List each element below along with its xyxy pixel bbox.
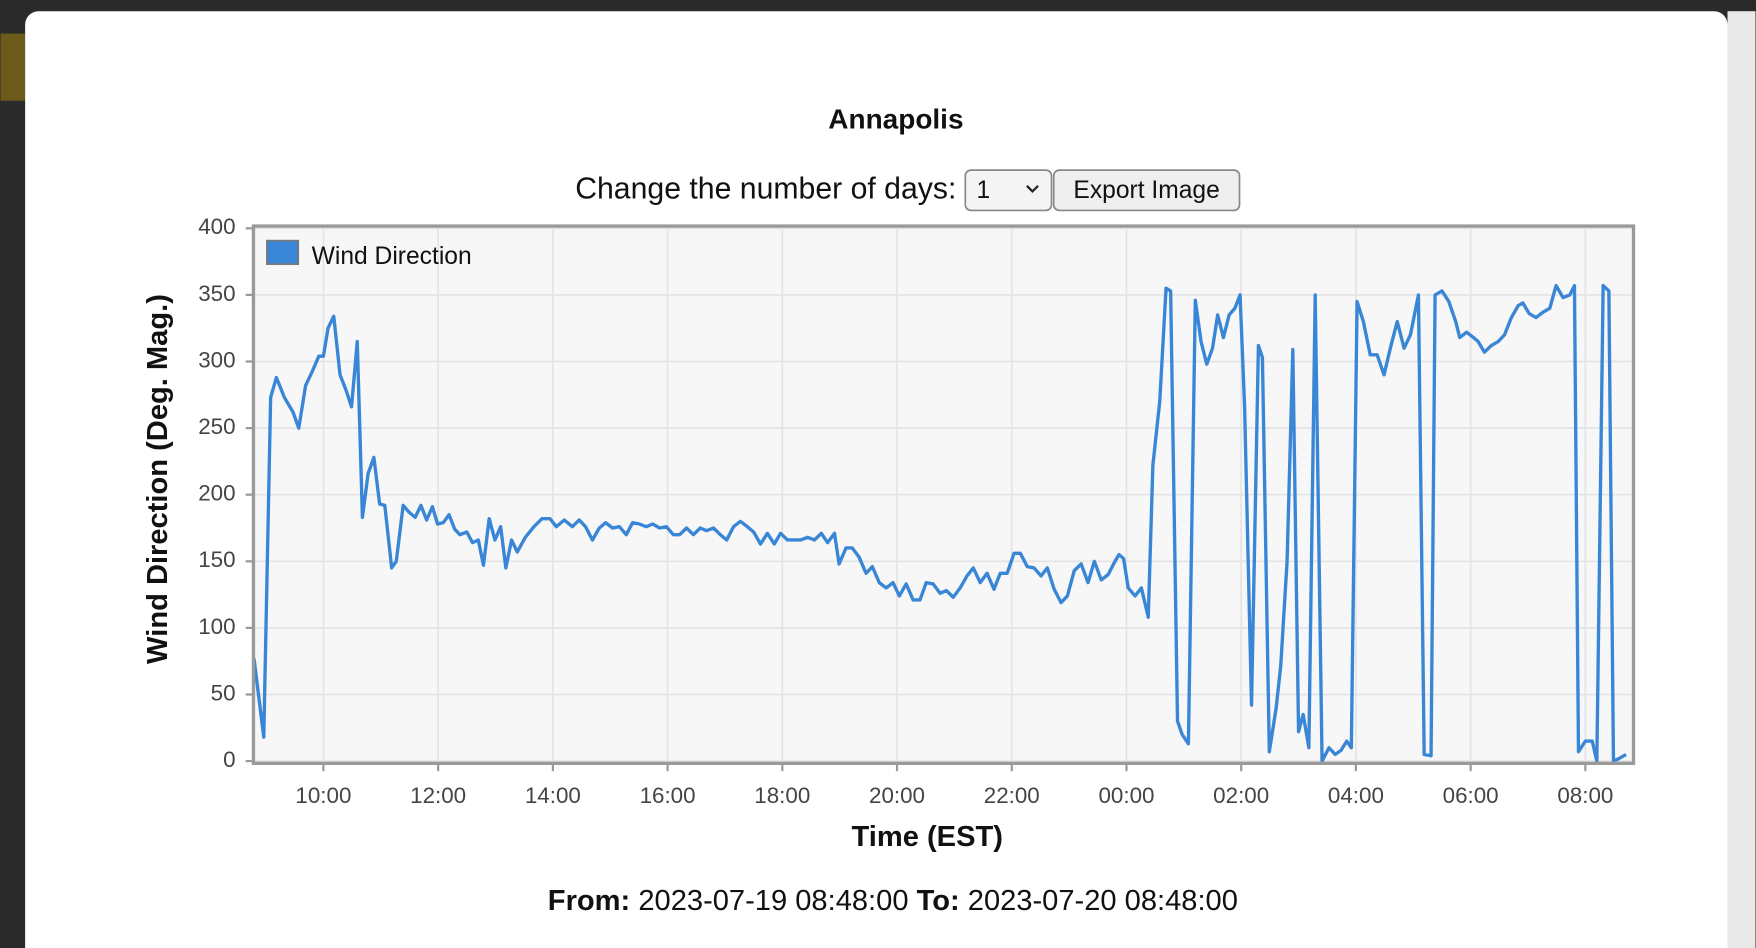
x-tick-label: 14:00 [525, 783, 581, 808]
from-label: From: [548, 885, 630, 917]
button-label[interactable]: Export Image [1073, 177, 1219, 204]
button-box[interactable] [1052, 169, 1241, 212]
data-line [252, 283, 1627, 763]
legend-swatch [266, 239, 300, 265]
y-tick-label: 200 [198, 481, 235, 506]
legend-label: Wind Direction [312, 243, 472, 270]
y-tick-label: 350 [198, 281, 235, 306]
grid [254, 226, 1632, 762]
legend: Wind Direction [266, 239, 472, 270]
to-label: To: [917, 885, 960, 917]
x-axis-title: Time (EST) [852, 821, 1003, 853]
x-tick-label: 20:00 [869, 783, 925, 808]
x-tick-label: 04:00 [1328, 783, 1384, 808]
page-behind-badge [0, 33, 26, 101]
y-tick-label: 50 [211, 680, 236, 705]
y-tick-label: 100 [198, 614, 235, 639]
select-arrow [1026, 185, 1039, 193]
x-tick-label: 18:00 [754, 783, 810, 808]
page-behind [1727, 11, 1756, 948]
x-tick-label: 22:00 [984, 783, 1040, 808]
footer: From: 2023-07-19 08:48:00 To: 2023-07-20… [548, 885, 1238, 917]
x-tick-label: 06:00 [1443, 783, 1499, 808]
y-tick-label: 250 [198, 414, 235, 439]
days-select[interactable]: 1 [964, 169, 1053, 212]
x-tick-label: 00:00 [1098, 783, 1154, 808]
y-tick-label: 300 [198, 347, 235, 372]
x-tick-label: 02:00 [1213, 783, 1269, 808]
x-tick-label: 16:00 [640, 783, 696, 808]
x-tick-label: 10:00 [295, 783, 351, 808]
y-tick-label: 150 [198, 547, 235, 572]
chart-title: Annapolis [828, 103, 963, 134]
x-tick-label: 12:00 [410, 783, 466, 808]
series-lines [252, 283, 1627, 763]
to-value: 2023-07-20 08:48:00 [968, 885, 1238, 917]
y-tick-label: 400 [198, 214, 235, 239]
export-button[interactable]: Export Image [1052, 169, 1241, 212]
y-tick-label: 0 [223, 747, 235, 772]
days-label: Change the number of days: [575, 172, 956, 205]
x-tick-label: 08:00 [1557, 783, 1613, 808]
y-axis-title: Wind Direction (Deg. Mag.) [142, 294, 174, 664]
select-value[interactable]: 1 [976, 177, 990, 204]
select-box[interactable] [964, 169, 1053, 212]
from-value: 2023-07-19 08:48:00 [638, 885, 908, 917]
